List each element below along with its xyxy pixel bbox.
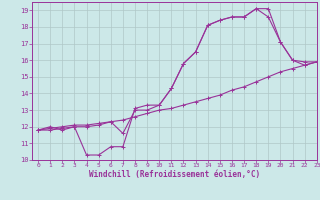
X-axis label: Windchill (Refroidissement éolien,°C): Windchill (Refroidissement éolien,°C): [89, 170, 260, 179]
